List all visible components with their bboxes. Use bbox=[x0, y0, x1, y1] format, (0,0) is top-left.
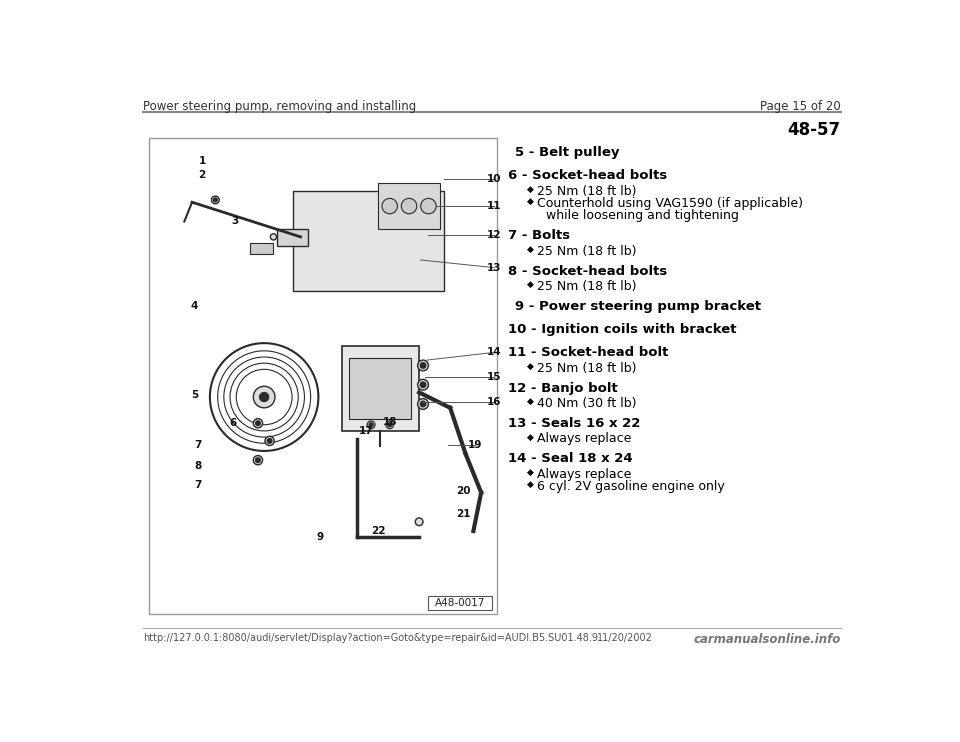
Bar bbox=[277, 229, 308, 246]
Text: 7: 7 bbox=[195, 440, 202, 450]
Bar bbox=[293, 191, 444, 291]
Text: 17: 17 bbox=[359, 426, 373, 436]
Circle shape bbox=[420, 198, 436, 214]
Text: 14 - Seal 18 x 24: 14 - Seal 18 x 24 bbox=[508, 453, 632, 465]
Text: Page 15 of 20: Page 15 of 20 bbox=[760, 100, 841, 113]
Bar bbox=[150, 138, 496, 614]
Circle shape bbox=[368, 421, 375, 429]
Text: 19: 19 bbox=[468, 440, 482, 450]
Circle shape bbox=[418, 379, 428, 390]
Text: ◆: ◆ bbox=[527, 280, 534, 289]
Text: ◆: ◆ bbox=[527, 480, 534, 489]
Circle shape bbox=[267, 439, 272, 443]
Circle shape bbox=[259, 393, 269, 401]
Circle shape bbox=[213, 198, 217, 202]
Text: 4: 4 bbox=[191, 301, 198, 311]
Text: 13: 13 bbox=[487, 263, 501, 272]
Text: 22: 22 bbox=[371, 526, 385, 536]
Text: Counterhold using VAG1590 (if applicable): Counterhold using VAG1590 (if applicable… bbox=[537, 197, 803, 210]
Circle shape bbox=[265, 436, 275, 445]
Text: 14: 14 bbox=[487, 347, 502, 358]
Circle shape bbox=[388, 423, 392, 427]
Text: ◆: ◆ bbox=[527, 361, 534, 370]
Text: 5 - Belt pulley: 5 - Belt pulley bbox=[516, 146, 620, 159]
Text: 9: 9 bbox=[317, 532, 324, 542]
Circle shape bbox=[420, 382, 425, 387]
Circle shape bbox=[418, 360, 428, 371]
Text: ◆: ◆ bbox=[527, 397, 534, 406]
Text: ◆: ◆ bbox=[527, 433, 534, 441]
Text: 12: 12 bbox=[487, 229, 501, 240]
Text: 25 Nm (18 ft lb): 25 Nm (18 ft lb) bbox=[537, 245, 636, 257]
Text: 48-57: 48-57 bbox=[787, 122, 841, 139]
Circle shape bbox=[416, 518, 423, 525]
Text: 12 - Banjo bolt: 12 - Banjo bolt bbox=[508, 381, 617, 395]
Circle shape bbox=[386, 421, 394, 429]
Circle shape bbox=[401, 198, 417, 214]
Circle shape bbox=[271, 234, 276, 240]
Circle shape bbox=[420, 401, 425, 407]
Text: 16: 16 bbox=[487, 398, 501, 407]
Text: 15: 15 bbox=[487, 372, 501, 382]
Circle shape bbox=[211, 196, 219, 204]
Text: 6 cyl. 2V gasoline engine only: 6 cyl. 2V gasoline engine only bbox=[537, 480, 725, 493]
Text: ◆: ◆ bbox=[527, 197, 534, 206]
Text: 9 - Power steering pump bracket: 9 - Power steering pump bracket bbox=[516, 300, 761, 313]
Circle shape bbox=[255, 421, 260, 425]
Circle shape bbox=[420, 363, 425, 368]
Bar bbox=[428, 596, 492, 610]
Text: 25 Nm (18 ft lb): 25 Nm (18 ft lb) bbox=[537, 185, 636, 197]
Text: 18: 18 bbox=[382, 417, 396, 427]
Text: 1: 1 bbox=[199, 157, 205, 166]
Text: 21: 21 bbox=[456, 509, 470, 519]
Text: 10: 10 bbox=[487, 174, 501, 184]
Bar bbox=[251, 243, 274, 254]
Text: 3: 3 bbox=[231, 217, 238, 226]
Text: 20: 20 bbox=[456, 486, 470, 496]
Text: 8: 8 bbox=[195, 462, 202, 471]
Circle shape bbox=[253, 456, 263, 464]
Text: 10 - Ignition coils with bracket: 10 - Ignition coils with bracket bbox=[508, 323, 736, 336]
Text: 8 - Socket-head bolts: 8 - Socket-head bolts bbox=[508, 265, 667, 278]
Text: carmanualsonline.info: carmanualsonline.info bbox=[693, 633, 841, 646]
Text: Always replace: Always replace bbox=[537, 433, 632, 445]
Text: ◆: ◆ bbox=[527, 468, 534, 477]
Text: Power steering pump, removing and installing: Power steering pump, removing and instal… bbox=[143, 100, 417, 113]
Text: A48-0017: A48-0017 bbox=[435, 597, 486, 608]
Text: Always replace: Always replace bbox=[537, 468, 632, 481]
Text: http://127.0.0.1:8080/audi/servlet/Display?action=Goto&type=repair&id=AUDI.B5.SU: http://127.0.0.1:8080/audi/servlet/Displ… bbox=[143, 633, 598, 643]
Circle shape bbox=[370, 423, 373, 427]
Text: 7 - Bolts: 7 - Bolts bbox=[508, 229, 569, 242]
Text: ◆: ◆ bbox=[527, 245, 534, 254]
Text: 25 Nm (18 ft lb): 25 Nm (18 ft lb) bbox=[537, 280, 636, 293]
Bar bbox=[342, 347, 420, 431]
Circle shape bbox=[253, 418, 263, 428]
Text: ◆: ◆ bbox=[527, 185, 534, 194]
Circle shape bbox=[253, 387, 275, 408]
Circle shape bbox=[255, 458, 260, 462]
Bar bbox=[378, 183, 440, 229]
Text: 6: 6 bbox=[229, 418, 237, 428]
Text: 7: 7 bbox=[195, 480, 202, 490]
Text: 25 Nm (18 ft lb): 25 Nm (18 ft lb) bbox=[537, 361, 636, 375]
Text: 2: 2 bbox=[199, 170, 205, 180]
Bar bbox=[349, 358, 412, 419]
Text: 6 - Socket-head bolts: 6 - Socket-head bolts bbox=[508, 169, 667, 182]
Circle shape bbox=[382, 198, 397, 214]
Text: 11: 11 bbox=[487, 201, 501, 211]
Text: while loosening and tightening: while loosening and tightening bbox=[546, 209, 739, 222]
Text: 11 - Socket-head bolt: 11 - Socket-head bolt bbox=[508, 347, 668, 359]
Text: 5: 5 bbox=[191, 390, 198, 400]
Text: 11/20/2002: 11/20/2002 bbox=[596, 633, 653, 643]
Circle shape bbox=[418, 398, 428, 410]
Text: 40 Nm (30 ft lb): 40 Nm (30 ft lb) bbox=[537, 397, 636, 410]
Text: 13 - Seals 16 x 22: 13 - Seals 16 x 22 bbox=[508, 417, 640, 430]
